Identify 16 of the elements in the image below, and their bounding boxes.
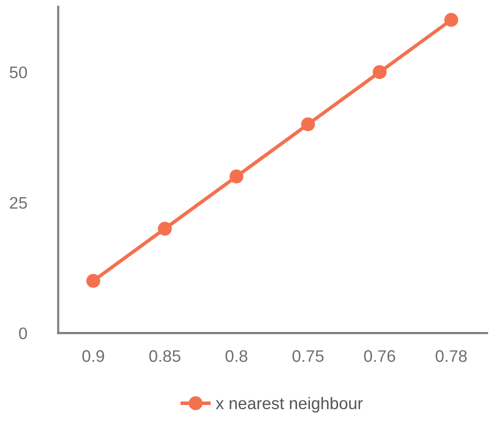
y-tick-label: 25 (10, 196, 27, 209)
point (372, 65, 387, 80)
x-tick-label: 0.8 (226, 350, 248, 362)
point (301, 117, 315, 132)
x-tick-label: 0.76 (364, 350, 396, 362)
x-tick-label: 0.75 (292, 350, 324, 362)
point (158, 222, 172, 236)
y-tick-label: 50 (10, 66, 27, 78)
legend-label: x nearest neighbour (216, 396, 363, 413)
y-tick-label: 0 (19, 327, 27, 340)
point (86, 274, 100, 288)
x-tick-label: 0.78 (436, 350, 467, 362)
x-tick-label: 0.85 (149, 350, 180, 362)
point (444, 12, 458, 27)
point (230, 170, 244, 184)
x-tick-label: 0.9 (82, 350, 104, 362)
